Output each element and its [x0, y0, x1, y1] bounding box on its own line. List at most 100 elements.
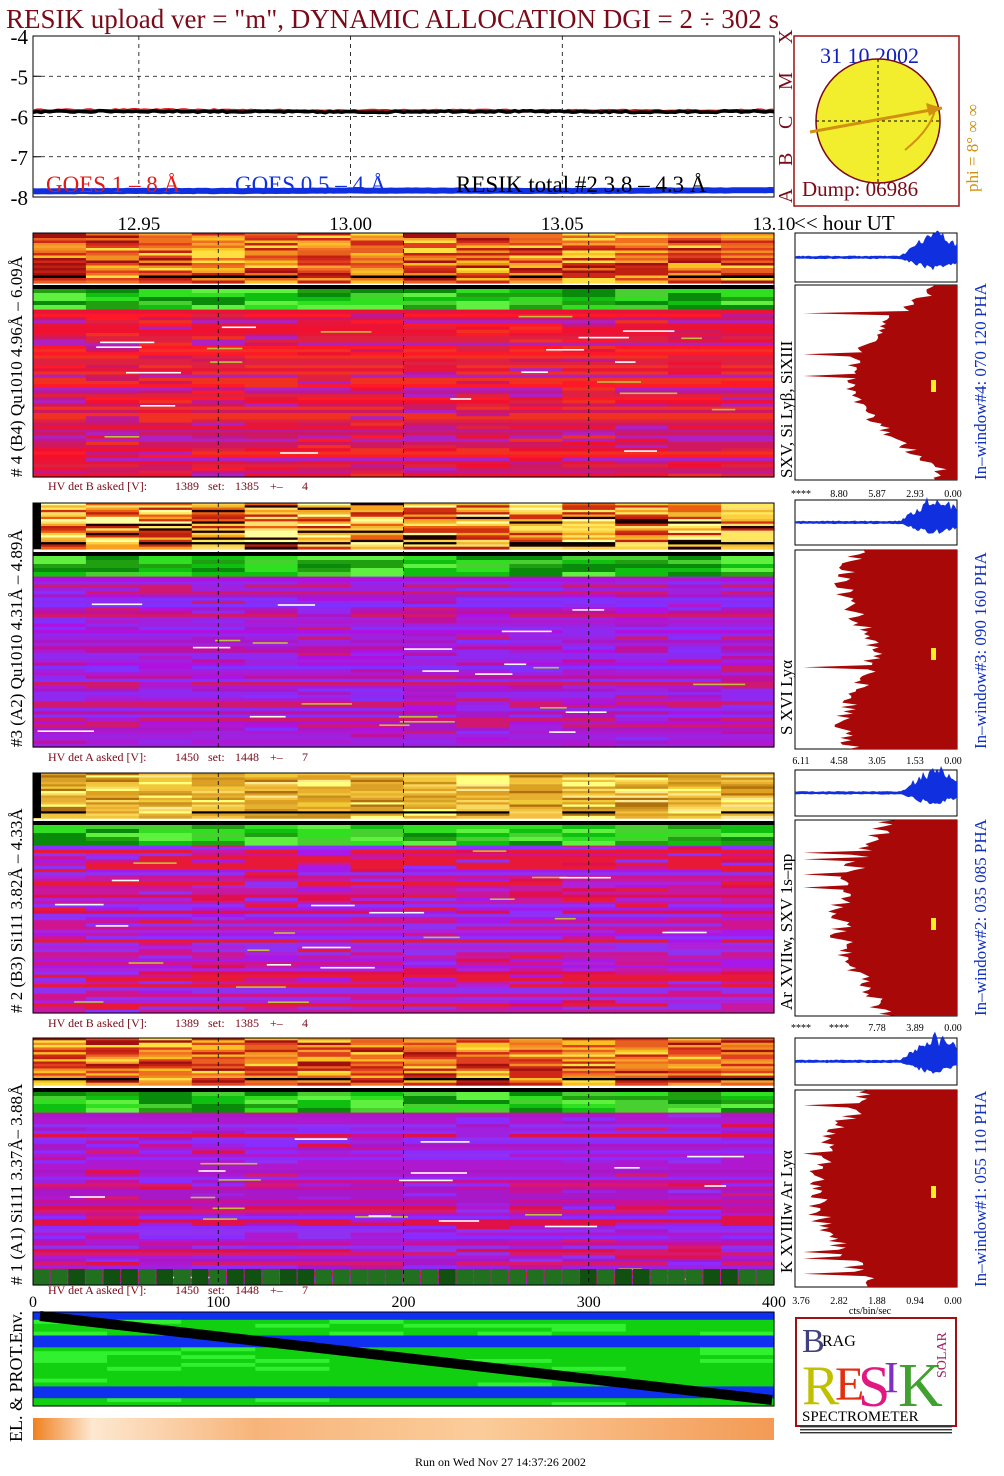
spectrum-x-tick: 6.11: [792, 756, 809, 767]
spectrum-marker: [931, 1186, 936, 1198]
spectrum-x-tick: ****: [791, 489, 811, 500]
hv-pm-label: +–: [270, 1283, 284, 1297]
hv-label: HV det A asked [V]:: [48, 1283, 146, 1297]
envelope-x-tick: 300: [577, 1294, 601, 1311]
dump-number: Dump: 06986: [802, 177, 918, 201]
goes-grid: [33, 36, 775, 197]
spectrum-marker: [931, 918, 936, 930]
spectrum-x-tick: ****: [829, 1023, 849, 1034]
spectrum-marker: [931, 648, 936, 660]
spectrum-x-tick: 8.80: [830, 489, 848, 500]
channel-panel-1: HV det B asked [V]: 1389 set: 1385 +– 4 # 4 (B…: [7, 230, 990, 500]
spectrum-x-tick: 5.87: [868, 489, 886, 500]
hv-label: HV det B asked [V]:: [48, 479, 147, 493]
logo-letter-b: B: [802, 1323, 825, 1360]
spectrum-x-tick: 0.00: [944, 756, 962, 767]
channel-panel-3: HV det B asked [V]: 1389 set: 1385 +– 4 # 2 (B…: [7, 766, 990, 1034]
hv-set-value: 1385: [235, 479, 259, 493]
channel-strip-3: [33, 773, 775, 819]
goes-series-layer: [32, 107, 775, 195]
channel-label: # 4 (B4) Qu1010 4.96Å – 6.09Å: [7, 255, 26, 477]
spectrum-x-tick: 0.00: [944, 1023, 962, 1034]
envelope-trend-line: [39, 1311, 773, 1405]
hv-pm-value: 4: [302, 479, 308, 493]
run-timestamp: Run on Wed Nov 27 14:37:26 2002: [415, 1455, 586, 1469]
spectrum-x-tick: 0.00: [944, 1296, 962, 1307]
hour-ut-label: << hour UT: [794, 211, 895, 235]
logo-letter-s: S: [858, 1354, 890, 1419]
hv-pm-value: 4: [302, 1016, 308, 1030]
spectrum-fill: [803, 285, 957, 480]
species-label: K XVIIIw Ar Lyα: [777, 1150, 796, 1273]
spectrum-x-tick: 0.94: [906, 1296, 924, 1307]
pha-window-label: In–window#3: 090 160 PHA: [971, 551, 990, 749]
resik-logo: B RAG R E S I K SOLAR SPECTROMETER: [795, 1317, 957, 1434]
channel-heatmap-2: [33, 552, 775, 748]
envelope-strip: [33, 1418, 774, 1440]
spectrum-x-tick: 0.00: [944, 489, 962, 500]
spectrum-x-tick: 4.58: [830, 756, 848, 767]
page-title: RESIK upload ver = "m", DYNAMIC ALLOCATI…: [6, 4, 779, 34]
channel-heatmap-4: [33, 1088, 775, 1286]
hv-set-label: set:: [208, 1283, 225, 1297]
envelope-x-tick: 100: [206, 1294, 230, 1311]
goes-x-tick: 13.00: [329, 214, 372, 235]
hv-set-label: set:: [208, 479, 225, 493]
spectrum-fill: [803, 820, 957, 1016]
envelope-x-tick: 200: [392, 1294, 416, 1311]
hv-set-label: set:: [208, 750, 225, 764]
goes-x-tick: 13.05: [541, 214, 584, 235]
spectrum-x-tick: 7.78: [868, 1023, 886, 1034]
hv-set-value: 1385: [235, 1016, 259, 1030]
flare-class-letters: A B C M X: [775, 29, 797, 203]
goes-series-line-3: [32, 108, 775, 115]
goes-lightcurve-panel: -4 -5 -6 -7 -8 GOES 1 – 8 Å GOES 0.5 – 4 Å R…: [11, 25, 895, 235]
flare-class-letter: B: [775, 153, 797, 166]
resik-total-legend: RESIK total #2 3.8 – 4.3 Å: [456, 172, 707, 197]
goes-long-legend: GOES 1 – 8 Å: [46, 172, 181, 197]
goes-x-axis: 12.95 13.00 13.05 13.10: [117, 214, 795, 235]
pha-histogram: [795, 497, 957, 534]
envelope-x-tick: 0: [29, 1294, 37, 1311]
spectrum-marker: [931, 380, 936, 392]
pha-histogram: [795, 1031, 957, 1074]
hv-set-label: set:: [208, 1016, 225, 1030]
logo-caption: SPECTROMETER: [802, 1409, 919, 1425]
goes-y-tick: -8: [11, 186, 29, 210]
envelope-label: EL. & PROT.Env.: [6, 1311, 26, 1442]
flare-class-letter: C: [775, 116, 797, 129]
channel-panel-2: HV det A asked [V]: 1450 set: 1448 +– 7 #3 (A2…: [7, 497, 990, 767]
channel-label: # 1 (A1) Si111 3.37Å– 3.88Å: [7, 1083, 26, 1285]
hv-asked-value: 1450: [175, 750, 199, 764]
goes-x-tick: 12.95: [117, 214, 160, 235]
goes-short-legend: GOES 0.5 – 4 Å: [235, 172, 387, 197]
hv-set-value: 1448: [235, 750, 259, 764]
envelope-bands: [32, 1311, 775, 1407]
pha-window-label: In–window#4: 070 120 PHA: [971, 282, 990, 480]
logo-letter-i: I: [884, 1353, 899, 1402]
species-label: SXV, Si Lyβ, SiXIII: [777, 340, 796, 478]
hv-asked-value: 1450: [175, 1283, 199, 1297]
spectrum-x-label: cts/bin/sec: [849, 1306, 892, 1317]
goes-y-tick: -6: [11, 106, 29, 130]
channel-label: # 2 (B3) Si111 3.82Å – 4.33Å: [7, 808, 26, 1013]
flare-class-letter: M: [775, 72, 797, 90]
goes-y-tick: -5: [11, 65, 29, 89]
hv-label: HV det A asked [V]:: [48, 750, 146, 764]
spectrum-x-tick: 1.88: [868, 1296, 886, 1307]
goes-y-axis: -4 -5 -6 -7 -8: [11, 25, 41, 210]
phi-label: phi = 8° ∞ ∞: [963, 104, 982, 192]
spectrum-x-tick: 2.93: [906, 489, 924, 500]
hv-label: HV det B asked [V]:: [48, 1016, 147, 1030]
spectrum-x-tick: 1.53: [906, 756, 924, 767]
species-label: S XVI Lyα: [777, 660, 796, 735]
flare-class-letter: A: [775, 188, 797, 203]
species-label: Ar XVIIw, SXV 1s–np: [777, 854, 796, 1010]
hv-pm-label: +–: [270, 479, 284, 493]
hv-pm-label: +–: [270, 750, 284, 764]
logo-solar: SOLAR: [935, 1331, 950, 1378]
hv-asked-value: 1389: [175, 479, 199, 493]
channel-strip-2: [33, 503, 775, 550]
channel-heatmap-3: [33, 821, 775, 1014]
